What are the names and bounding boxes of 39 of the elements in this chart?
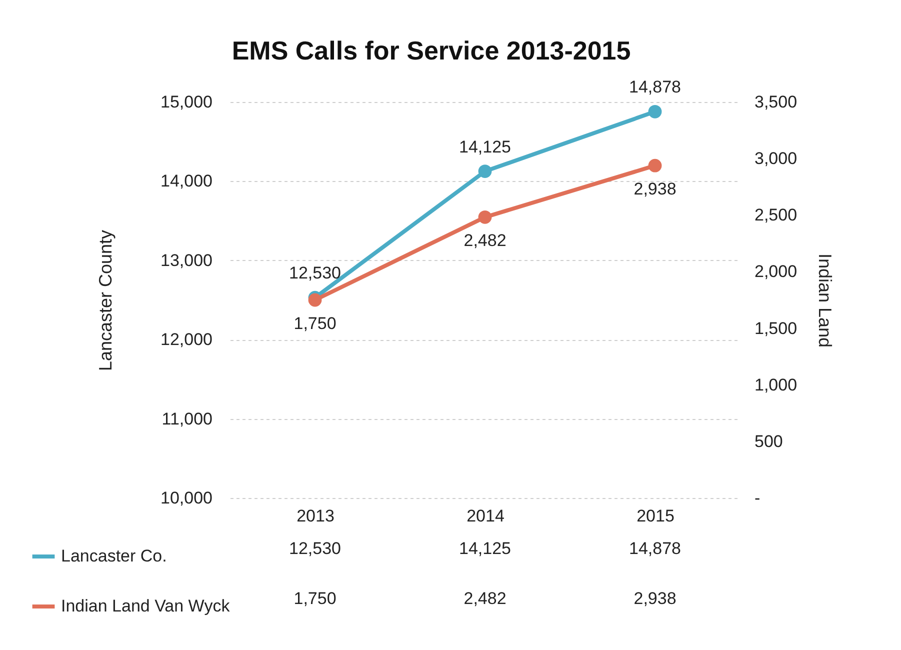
text: 14,878 xyxy=(629,78,681,97)
data-label: 2,482 xyxy=(464,589,506,608)
y-tick-label: 12,000 xyxy=(160,330,212,350)
x-tick-label: 2013 xyxy=(296,506,334,526)
point xyxy=(648,104,662,118)
x-tick-label: 2015 xyxy=(636,506,674,526)
y2-tick-label: 500 xyxy=(754,432,783,451)
y2-axis-title: Indian Land xyxy=(815,253,836,348)
legend-label: Indian Land Van Wyck xyxy=(61,596,230,616)
point xyxy=(478,164,492,178)
data-label: 2,938 xyxy=(634,589,676,608)
legend-label: Lancaster Co. xyxy=(61,546,167,566)
y-tick-label: 11,000 xyxy=(162,409,212,428)
y2-tick-label: 1,500 xyxy=(754,318,798,338)
data-label: 12,530 xyxy=(289,539,341,558)
y2-tick-label: 2,500 xyxy=(754,206,798,225)
point xyxy=(478,210,492,224)
data-label: 14,878 xyxy=(629,539,681,558)
point xyxy=(308,293,322,307)
y-tick-label: 13,000 xyxy=(160,250,212,270)
y-tick-label: 15,000 xyxy=(160,92,212,112)
text: 2,938 xyxy=(634,180,676,199)
text: 2,482 xyxy=(464,231,506,250)
chart-title: EMS Calls for Service 2013-2015 xyxy=(232,36,631,66)
y-tick-label: 14,000 xyxy=(160,172,212,191)
data-label: 14,125 xyxy=(459,539,511,558)
y2-tick-label: 3,500 xyxy=(754,92,798,112)
y2-tick-label: 1,000 xyxy=(754,375,798,394)
y-axis-title: Lancaster County xyxy=(96,230,116,372)
data-label: 1,750 xyxy=(294,589,336,608)
point xyxy=(648,158,662,172)
text: 1,750 xyxy=(294,314,336,333)
x-tick-label: 2014 xyxy=(466,506,504,526)
y-tick-label: 10,000 xyxy=(160,488,212,508)
y2-tick-label: 3,000 xyxy=(754,149,798,168)
text: 14,125 xyxy=(459,137,511,156)
y2-tick-label: - xyxy=(754,488,760,508)
y2-tick-label: 2,000 xyxy=(754,262,798,282)
text: 12,530 xyxy=(289,264,341,283)
